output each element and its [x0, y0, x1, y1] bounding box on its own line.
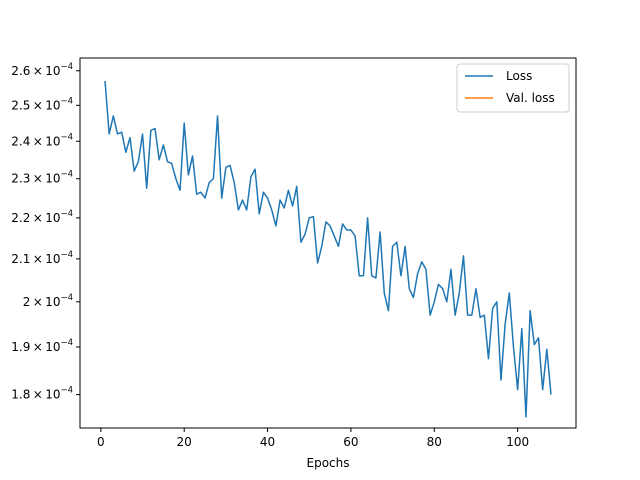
y-tick-label: 2.5 × 10−4 — [11, 96, 73, 112]
series-line-loss — [104, 80, 552, 418]
x-tick-label: 40 — [260, 435, 275, 449]
y-tick-label: 2.4 × 10−4 — [11, 132, 73, 148]
legend: Loss Val. loss — [456, 63, 570, 113]
y-axis-ticks: 1.8 × 10−4 1.9 × 10−4 2 × 10−4 2.1 × 10−4 2.… — [11, 62, 80, 402]
plot-area — [104, 80, 552, 418]
x-tick-label: 0 — [97, 435, 105, 449]
x-axis-ticks: 0 20 40 60 80 100 — [97, 428, 529, 449]
x-tick-label: 80 — [427, 435, 442, 449]
y-tick-label: 2 × 10−4 — [23, 293, 73, 309]
legend-label-val-loss: Val. loss — [506, 91, 555, 105]
axes-frame — [79, 57, 577, 429]
y-tick-label: 2.2 × 10−4 — [11, 209, 73, 225]
x-tick-label: 60 — [343, 435, 358, 449]
y-tick-label: 2.1 × 10−4 — [11, 250, 73, 266]
legend-label-loss: Loss — [506, 69, 532, 83]
x-tick-label: 100 — [506, 435, 529, 449]
y-tick-label: 1.8 × 10−4 — [11, 386, 73, 402]
y-tick-label: 1.9 × 10−4 — [11, 338, 73, 354]
y-tick-label: 2.3 × 10−4 — [11, 170, 73, 186]
x-axis-label: Epochs — [307, 456, 350, 470]
y-tick-label: 2.6 × 10−4 — [11, 62, 73, 78]
x-tick-label: 20 — [177, 435, 192, 449]
